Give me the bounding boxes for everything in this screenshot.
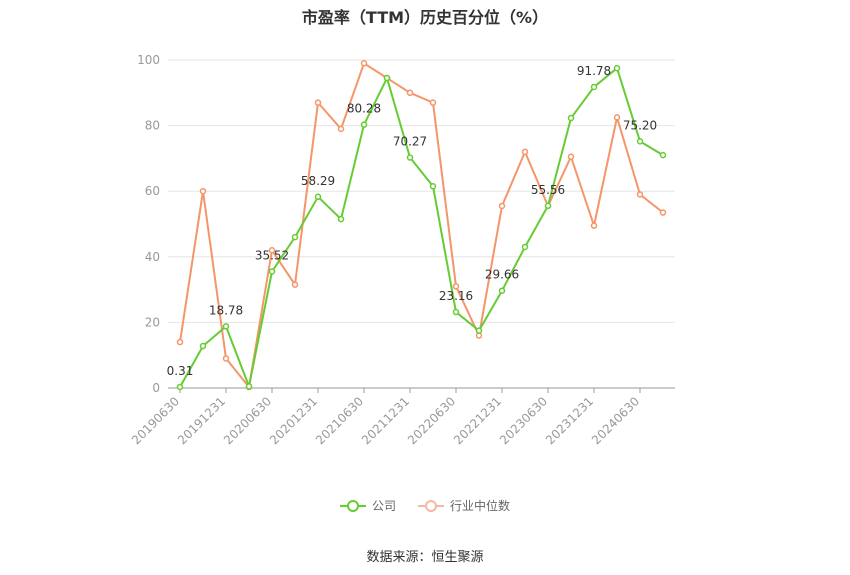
industry-point — [199, 187, 207, 195]
y-axis-ticks: 0 20 40 60 80 100 — [137, 53, 160, 395]
company-point — [636, 138, 644, 145]
y-tick-label: 100 — [137, 53, 160, 67]
industry-point — [498, 202, 506, 210]
y-tick-label: 0 — [152, 381, 160, 395]
x-tick-label: 20190630 — [129, 394, 182, 447]
company-point — [475, 327, 483, 334]
company-point — [314, 193, 322, 201]
legend: 公司 行业中位数 — [0, 497, 850, 514]
x-tick-label: 20230630 — [497, 394, 550, 447]
legend-company-label: 公司 — [371, 499, 396, 513]
x-tick-label: 20191231 — [175, 394, 228, 447]
data-label: 55.56 — [531, 183, 565, 197]
company-line — [179, 67, 664, 388]
legend-industry-swatch — [418, 499, 444, 512]
series-industry — [176, 60, 667, 391]
company-point — [199, 342, 207, 350]
data-label: 18.78 — [209, 303, 243, 317]
x-tick-label: 20211231 — [359, 394, 412, 447]
data-label: 80.28 — [347, 102, 381, 116]
data-label: 23.16 — [439, 289, 473, 303]
industry-point — [521, 148, 529, 156]
data-label: 0.31 — [167, 364, 194, 378]
x-tick-label: 20220630 — [405, 394, 458, 447]
x-tick-label: 20240630 — [589, 394, 642, 447]
industry-point — [567, 153, 575, 161]
industry-point — [452, 283, 460, 290]
x-tick-label: 20221231 — [451, 394, 504, 447]
company-point — [452, 308, 460, 316]
industry-point — [291, 281, 299, 288]
data-label: 91.78 — [577, 64, 611, 78]
data-label: 35.52 — [255, 248, 289, 262]
series-company — [176, 64, 667, 391]
legend-company-swatch — [339, 499, 366, 512]
data-label: 75.20 — [623, 118, 657, 132]
y-tick-label: 60 — [145, 184, 160, 198]
industry-point — [406, 89, 414, 97]
industry-point — [429, 99, 437, 106]
industry-point — [222, 355, 230, 362]
legend-item-company[interactable]: 公司 — [339, 497, 396, 514]
company-point — [613, 64, 621, 72]
x-tick-label: 20231231 — [543, 394, 596, 447]
legend-industry-label: 行业中位数 — [450, 499, 511, 513]
industry-point — [337, 125, 345, 133]
industry-line — [179, 62, 664, 389]
company-point — [291, 233, 299, 241]
x-tick-label: 20210630 — [313, 394, 366, 447]
legend-item-industry[interactable]: 行业中位数 — [418, 497, 510, 514]
data-label: 58.29 — [301, 174, 335, 188]
company-point — [268, 268, 276, 275]
industry-point — [659, 209, 667, 216]
industry-point — [176, 338, 184, 346]
y-tick-label: 80 — [145, 119, 160, 133]
y-tick-label: 40 — [145, 250, 160, 264]
x-axis-ticks: 2019063020191231202006302020123120210630… — [129, 388, 642, 447]
company-point — [337, 215, 345, 223]
industry-point — [314, 99, 322, 106]
company-point — [498, 287, 506, 294]
data-label: 70.27 — [393, 135, 427, 149]
company-point — [222, 323, 230, 330]
company-point — [429, 183, 437, 190]
company-point — [567, 114, 575, 122]
company-point — [521, 243, 529, 251]
chart-title: 市盈率（TTM）历史百分位（%） — [301, 8, 549, 27]
industry-point — [613, 114, 621, 121]
industry-point — [590, 222, 598, 229]
gridlines — [168, 59, 675, 323]
company-point — [659, 151, 667, 159]
y-tick-label: 20 — [145, 315, 160, 329]
company-point — [383, 74, 391, 82]
company-point — [544, 202, 552, 210]
company-point — [360, 121, 368, 128]
industry-point — [268, 246, 276, 254]
company-point — [590, 83, 598, 91]
company-point — [245, 383, 253, 390]
data-label: 29.66 — [485, 268, 519, 282]
company-point — [406, 154, 414, 161]
industry-point — [360, 60, 368, 67]
x-tick-label: 20201231 — [267, 394, 320, 447]
industry-point — [636, 191, 644, 198]
x-tick-label: 20200630 — [221, 394, 274, 447]
data-source: 数据来源：恒生聚源 — [366, 550, 484, 565]
data-labels: 0.31 18.78 35.52 58.29 80.28 70.27 23.16 29.66 5… — [167, 64, 658, 378]
company-point — [176, 383, 184, 391]
